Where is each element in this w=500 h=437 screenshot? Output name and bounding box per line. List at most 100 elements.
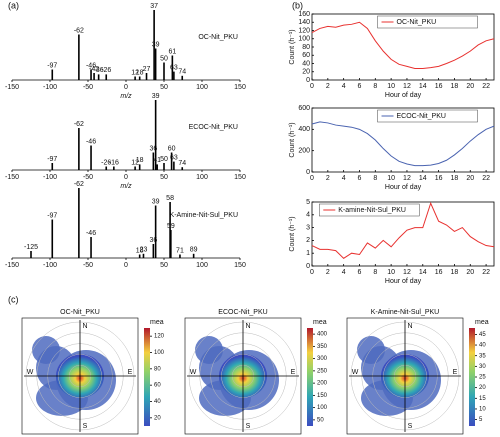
peak-label: 59 [167, 223, 175, 230]
x-tick-label: 0 [124, 174, 128, 181]
x-tick-label: 16 [435, 175, 443, 182]
direction-label: E [453, 369, 458, 376]
peak-label: 50 [160, 55, 168, 62]
colorbar-tick-label: 25 [479, 375, 486, 381]
direction-label: W [190, 369, 197, 376]
peak-label: -62 [74, 121, 84, 128]
colorbar-tick-label: 80 [154, 366, 161, 372]
x-tick-label: 18 [451, 175, 459, 182]
y-tick-label: 160 [298, 11, 310, 18]
y-tick-label: 100 [298, 36, 310, 43]
y-tick-label: 600 [298, 105, 310, 112]
x-tick-label: 14 [419, 269, 427, 276]
x-tick-label: 2 [326, 269, 330, 276]
colorbar-tick-label: 40 [479, 343, 486, 349]
polar-title: K-Amine-Nit-Sul_PKU [371, 309, 439, 316]
peak-label: -62 [74, 27, 84, 34]
x-tick-label: 8 [373, 269, 377, 276]
polar-title: OC-Nit_PKU [60, 309, 100, 316]
x-axis-label: m/z [120, 93, 132, 100]
colorbar-tick-label: 100 [154, 350, 165, 356]
x-tick-label: 14 [419, 83, 427, 90]
colorbar-tick-label: 60 [154, 383, 161, 389]
x-tick-label: 0 [124, 262, 128, 269]
y-tick-label: 2 [306, 237, 310, 244]
x-tick-label: 10 [387, 83, 395, 90]
y-tick-label: 0 [306, 263, 310, 270]
colorbar-tick-label: 15 [479, 396, 486, 402]
x-tick-label: 10 [387, 269, 395, 276]
peak-label: 61 [168, 48, 176, 55]
x-tick-label: 0 [310, 269, 314, 276]
x-tick-label: 4 [342, 83, 346, 90]
peak-label: -46 [86, 230, 96, 237]
peak-label: -97 [47, 156, 57, 163]
x-tick-label: 12 [403, 175, 411, 182]
concentration-region [357, 336, 385, 364]
peak-label: 37 [150, 3, 158, 10]
x-tick-label: 10 [387, 175, 395, 182]
colorbar-tick-label: 350 [317, 344, 328, 350]
colorbar-label: mea [475, 319, 489, 326]
peak-label: 36 [149, 145, 157, 152]
colorbar [307, 328, 313, 426]
polar-frame [184, 317, 302, 435]
peak-label: 74 [178, 69, 186, 76]
colorbar-tick-label: 10 [479, 407, 486, 413]
colorbar-label: mea [150, 319, 164, 326]
colorbar-tick-label: 120 [154, 334, 165, 340]
peak-label: 36 [149, 237, 157, 244]
x-tick-label: 6 [358, 175, 362, 182]
direction-label: N [245, 323, 250, 330]
peak-label: -36 [94, 67, 104, 74]
x-axis-label: Hour of day [385, 184, 422, 191]
panel-label: (b) [292, 0, 303, 10]
x-tick-label: 12 [403, 83, 411, 90]
panel-label: (a) [8, 0, 19, 10]
direction-label: N [82, 323, 87, 330]
peak-label: -97 [47, 62, 57, 69]
peak-label: -26 [101, 67, 111, 74]
x-tick-label: 150 [234, 262, 246, 269]
legend-box [377, 109, 478, 123]
polar-title: ECOC-Nit_PKU [218, 309, 267, 316]
peak-label: 18 [136, 157, 144, 164]
x-tick-label: 18 [451, 269, 459, 276]
legend-label: OC-Nit_PKU [397, 19, 437, 26]
x-tick-label: 100 [196, 262, 208, 269]
y-tick-label: 20 [302, 69, 310, 76]
legend-box [377, 15, 478, 29]
x-tick-label: -50 [83, 262, 93, 269]
y-tick-label: 400 [298, 126, 310, 133]
peak-label: 12 [131, 159, 139, 166]
concentration-region [32, 336, 60, 364]
peak-label: 63 [170, 64, 178, 71]
plot-frame [311, 107, 495, 173]
peak-label: 63 [170, 154, 178, 161]
y-tick-label: 4 [306, 212, 310, 219]
x-tick-label: 16 [435, 269, 443, 276]
peak-label: 18 [136, 69, 144, 76]
peak-label: -97 [47, 212, 57, 219]
colorbar-tick-label: 200 [317, 381, 328, 387]
x-tick-label: -150 [5, 174, 19, 181]
colorbar-tick-label: 40 [154, 399, 161, 405]
x-tick-label: 150 [234, 84, 246, 91]
colorbar [469, 328, 475, 426]
x-tick-label: 8 [373, 175, 377, 182]
peak-label: 74 [178, 160, 186, 167]
colorbar-tick-label: 35 [479, 353, 486, 359]
x-tick-label: 22 [482, 175, 490, 182]
x-tick-label: 22 [482, 83, 490, 90]
panel-label: (c) [8, 294, 19, 304]
x-tick-label: -100 [43, 84, 57, 91]
y-axis-label: Count (h⁻¹) [289, 216, 296, 251]
x-tick-label: 100 [196, 84, 208, 91]
peak-label: -26 [101, 159, 111, 166]
legend-box [319, 203, 420, 217]
legend-label: K-amine-Nit-Sul_PKU [338, 207, 406, 214]
peak-label: 60 [168, 145, 176, 152]
direction-label: E [128, 369, 133, 376]
y-axis-label: Count (h⁻¹) [289, 122, 296, 157]
